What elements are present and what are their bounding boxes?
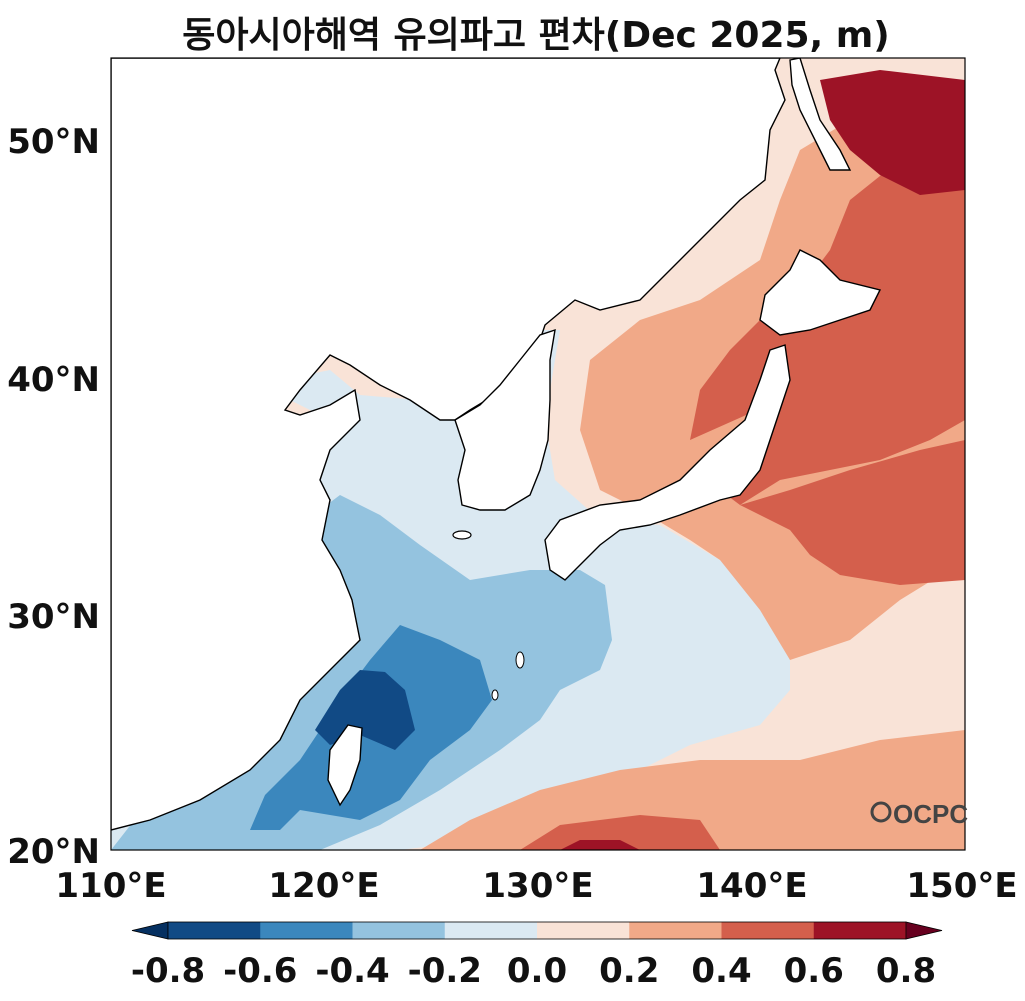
colorbar-segment [537,922,630,939]
island-okinawa [515,651,525,669]
lon-tick-140: 140°E [696,866,807,906]
contour-level-0.4-0.6-east [740,440,965,585]
colorbar-segment [629,922,722,939]
lon-tick-110: 110°E [55,866,166,906]
island-ryukyu [491,689,499,701]
colorbar-tick-label: 0.2 [599,951,659,991]
colorbar-tick-label: -0.8 [131,951,205,991]
colorbar-segment [721,922,815,939]
contour-level-0.2-0.4-south [420,730,965,850]
colorbar-frame [167,921,907,940]
contour-level-0.4-0.6-south [520,815,720,850]
land-jeju [452,530,472,540]
land-hokkaido [759,249,882,336]
lat-tick-40: 40°N [7,360,100,400]
colorbar-segment [813,922,907,939]
contour-level-0.6-0.8-south [560,840,640,850]
lat-tick-20: 20°N [7,832,100,872]
lon-tick-150: 150°E [906,866,1017,906]
lat-tick-30: 30°N [7,597,100,637]
colorbar-segment [352,922,446,939]
colorbar-tick-label: -0.2 [408,951,482,991]
colorbar-tick-label: 0.8 [876,951,936,991]
lat-tick-50: 50°N [7,122,100,162]
land-sakhalin [789,58,852,171]
ocpc-logo: OCPC [870,799,968,829]
lon-tick-120: 120°E [268,866,379,906]
colorbar-extend-high [905,921,943,940]
colorbar-tick-label: -0.6 [223,951,297,991]
colorbar-tick-label: 0.4 [691,951,751,991]
colorbar-tick-label: 0.0 [507,951,567,991]
colorbar-segment [260,922,353,939]
map-title: 동아시아해역 유의파고 편차(Dec 2025, m) [182,15,890,56]
contour-level-0.4-0.6 [690,150,965,505]
contour-level-0.6-0.8 [820,70,965,195]
colorbar-segment [168,922,261,939]
land-asia [111,58,786,831]
land-japan [544,344,791,581]
logo-text: OCPC [893,799,968,829]
plot-frame [110,57,966,851]
colorbar-tick-label: -0.4 [315,951,389,991]
colorbar-segment [444,922,538,939]
colorbar: -0.8 -0.6 -0.4 -0.2 0.0 0.2 0.4 0.6 0.8 [131,921,943,991]
lon-tick-130: 130°E [482,866,593,906]
contour-level-neg0.8-neg0.6 [315,670,415,750]
anomaly-field [111,58,965,850]
colorbar-extend-low [131,921,169,940]
colorbar-tick-label: 0.6 [784,951,844,991]
land-korea [454,328,556,511]
land-taiwan [327,724,363,807]
